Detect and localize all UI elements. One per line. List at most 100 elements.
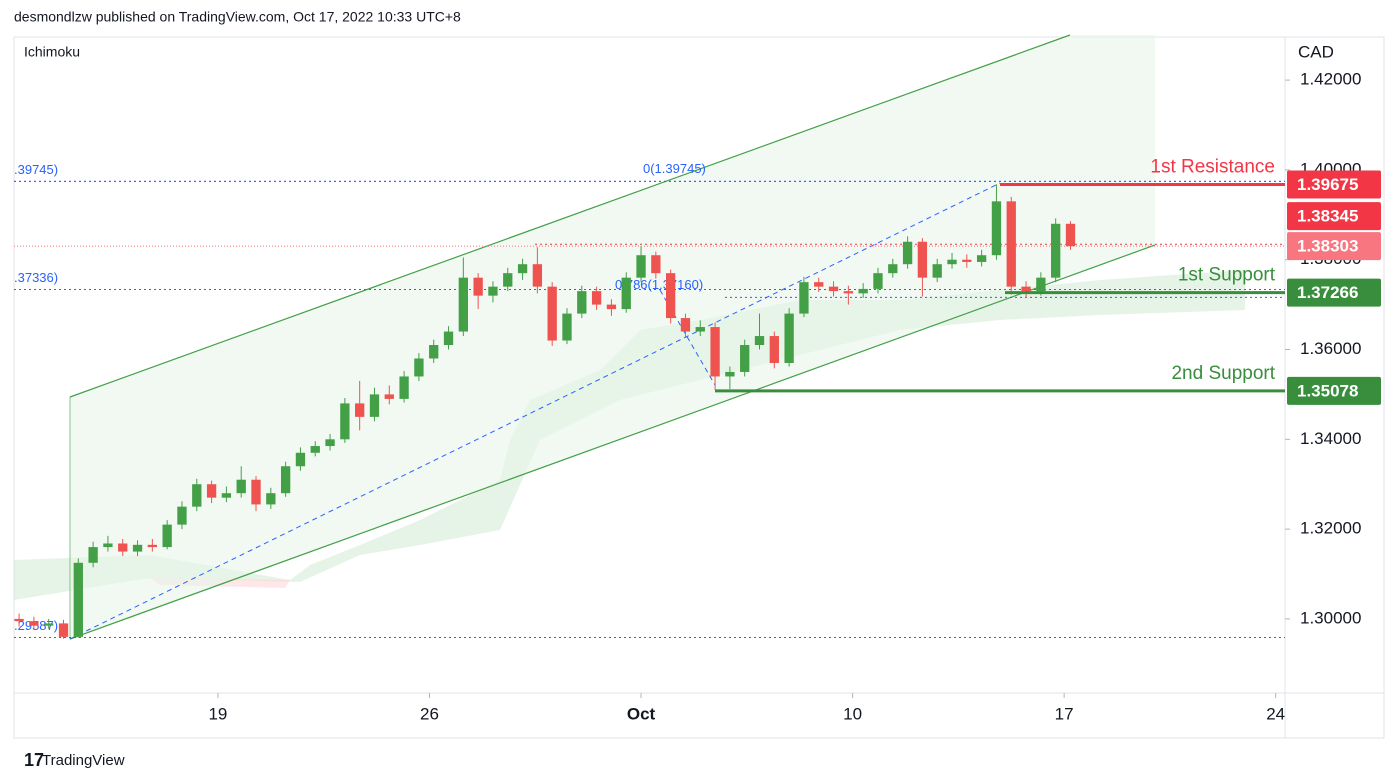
frame xyxy=(13,36,1385,739)
candle-body xyxy=(369,394,380,417)
candle-body xyxy=(873,273,883,289)
candle-body xyxy=(295,452,306,467)
candle-body xyxy=(280,466,291,494)
y-tick-label: 1.42000 xyxy=(1300,70,1361,89)
candle-body xyxy=(1051,223,1061,278)
channel-lower xyxy=(69,244,1156,640)
candle-body xyxy=(1036,277,1046,292)
candle-body xyxy=(606,304,617,310)
fib-line-label: .37336) xyxy=(14,270,58,285)
price-tag-label: 1.38345 xyxy=(1297,207,1358,226)
candle-body xyxy=(695,327,705,332)
candle-body xyxy=(828,286,839,292)
candle-body xyxy=(192,484,202,507)
candle-body xyxy=(769,336,779,363)
candle-body xyxy=(843,291,854,294)
candle-body xyxy=(917,241,928,278)
indicator-label: Ichimoku xyxy=(24,44,80,60)
candle-body xyxy=(473,277,483,296)
candle-body xyxy=(266,493,276,505)
candle-body xyxy=(73,562,83,637)
candle-body xyxy=(58,623,69,637)
candle-body xyxy=(488,286,498,296)
price-tag xyxy=(1287,232,1381,261)
y-tick-label: 1.32000 xyxy=(1300,519,1361,538)
level-name: 1st Support xyxy=(1178,265,1276,286)
price-tag xyxy=(1287,202,1381,231)
price-tag-label: 1.38303 xyxy=(1297,237,1358,256)
price-tag-label: 1.39675 xyxy=(1297,175,1358,194)
candle-body xyxy=(1065,223,1076,247)
candle-body xyxy=(1006,201,1016,287)
x-tick-label: 19 xyxy=(208,704,227,723)
x-tick-label: 26 xyxy=(420,704,439,723)
candle-body xyxy=(754,336,765,346)
level-name: 1st Resistance xyxy=(1150,157,1275,178)
candle-body xyxy=(443,331,454,346)
level-tag-label: 1.37266 xyxy=(1297,283,1358,302)
candle-body xyxy=(177,506,187,525)
candle-body xyxy=(251,479,261,505)
candle-body xyxy=(962,259,972,262)
candle-body xyxy=(888,264,898,274)
candle-body xyxy=(621,277,631,310)
fib-level-label: 0.786(1.37160) xyxy=(615,277,703,292)
candle-body xyxy=(14,618,24,622)
candle-body xyxy=(1021,286,1031,292)
candle-body xyxy=(118,543,128,552)
header: desmondlzw published on TradingView.com,… xyxy=(14,9,461,25)
candle-body xyxy=(740,345,750,372)
candle-body xyxy=(325,439,335,447)
level-tag xyxy=(1287,376,1381,405)
y-tick-label: 1.30000 xyxy=(1300,608,1361,627)
candle-body xyxy=(29,621,39,626)
candle-body xyxy=(784,313,794,363)
x-tick-label: 10 xyxy=(843,704,862,723)
candle-body xyxy=(147,544,158,548)
y-axis-label: CAD xyxy=(1298,42,1334,61)
candle-body xyxy=(384,394,394,399)
level-name: 2nd Support xyxy=(1171,363,1275,384)
x-tick-label: Oct xyxy=(627,704,656,723)
candle-body xyxy=(725,371,735,377)
candle-body xyxy=(591,291,602,305)
fib-line-label: .39745) xyxy=(14,162,58,177)
level-tag-label: 1.35078 xyxy=(1297,381,1358,400)
candle-body xyxy=(429,345,439,359)
candle-body xyxy=(577,291,587,314)
candle-body xyxy=(236,479,246,494)
candle-body xyxy=(414,358,424,377)
fib-level-label: 0(1.39745) xyxy=(643,161,706,176)
candle-body xyxy=(399,376,409,399)
candle-body xyxy=(651,255,661,274)
candle-body xyxy=(355,403,365,417)
candle-body xyxy=(858,288,868,294)
candle-body xyxy=(814,282,824,287)
candle-body xyxy=(221,493,232,498)
level-tag xyxy=(1287,278,1381,307)
y-tick-label: 1.34000 xyxy=(1300,429,1361,448)
candle-body xyxy=(517,264,528,274)
candle-body xyxy=(88,547,98,563)
candle-body xyxy=(340,403,350,440)
candle-body xyxy=(503,273,513,287)
candle-body xyxy=(103,543,113,548)
channel-fill xyxy=(70,35,1155,639)
x-tick-label: 17 xyxy=(1055,704,1074,723)
candle-body xyxy=(132,544,143,552)
candle-body xyxy=(976,255,987,262)
footer: TradingView xyxy=(42,752,125,769)
x-tick-label: 24 xyxy=(1266,704,1285,723)
candle-body xyxy=(206,484,217,498)
y-tick-label: 1.36000 xyxy=(1300,339,1361,358)
candle-body xyxy=(562,313,572,341)
candle-body xyxy=(636,255,646,278)
channel-upper xyxy=(69,34,1071,398)
candle-body xyxy=(44,623,54,626)
candle-body xyxy=(310,446,320,453)
candle-body xyxy=(666,273,676,319)
candle-body xyxy=(680,318,691,332)
candle-body xyxy=(547,286,557,341)
logo-mark: 17 xyxy=(24,750,44,770)
